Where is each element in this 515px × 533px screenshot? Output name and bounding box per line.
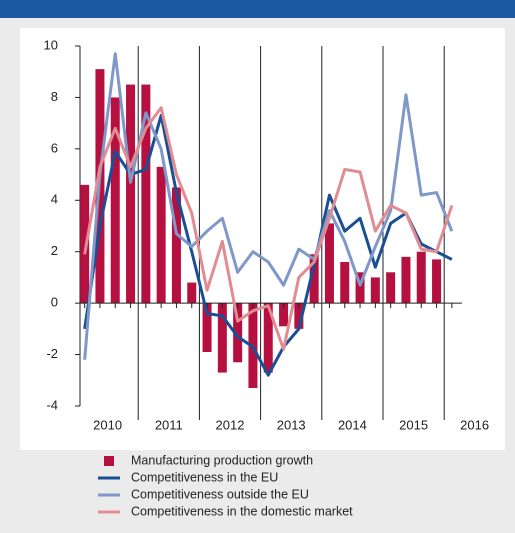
bar (110, 97, 120, 304)
y-tick-label: 4 (51, 192, 58, 207)
bar (355, 272, 365, 304)
line (83, 106, 454, 351)
y-tick-label: 2 (51, 243, 58, 258)
y-tick-label: 6 (51, 140, 58, 155)
bar (217, 303, 227, 373)
y-tick-label: 0 (51, 295, 58, 310)
bar (309, 254, 319, 304)
plot-panel (20, 28, 505, 450)
x-tick-label: 2016 (460, 417, 489, 432)
bar (432, 259, 442, 304)
legend-label: Competitiveness in the domestic market (131, 504, 353, 518)
x-tick-label: 2010 (93, 417, 122, 432)
legend-label: Competitiveness outside the EU (131, 487, 309, 501)
y-tick-label: 8 (51, 89, 58, 104)
y-tick-label: -4 (46, 397, 58, 412)
legend-label: Competitiveness in the EU (131, 470, 278, 484)
bar (202, 303, 212, 352)
bar (263, 303, 273, 373)
bar (156, 166, 166, 304)
y-tick-label: 10 (44, 37, 58, 52)
x-tick-label: 2013 (277, 417, 306, 432)
x-tick-label: 2015 (399, 417, 428, 432)
bar (370, 277, 380, 304)
bar (279, 303, 289, 327)
x-tick-label: 2011 (155, 417, 183, 432)
banner (0, 0, 515, 18)
bar (141, 84, 151, 304)
legend-label: Manufacturing production growth (131, 453, 313, 467)
bar (80, 184, 90, 304)
bar (386, 272, 396, 304)
y-tick-label: -2 (46, 346, 58, 361)
bar (171, 187, 181, 304)
bar (416, 251, 426, 304)
bar (401, 256, 411, 304)
bar (233, 303, 243, 363)
bar (340, 262, 350, 304)
bar (126, 84, 136, 304)
legend-swatch (104, 456, 114, 466)
x-tick-label: 2012 (216, 417, 245, 432)
x-tick-label: 2014 (338, 417, 367, 432)
line (83, 52, 454, 360)
line (83, 113, 453, 377)
bar (294, 303, 304, 329)
bar (324, 223, 334, 304)
bar (187, 282, 197, 304)
